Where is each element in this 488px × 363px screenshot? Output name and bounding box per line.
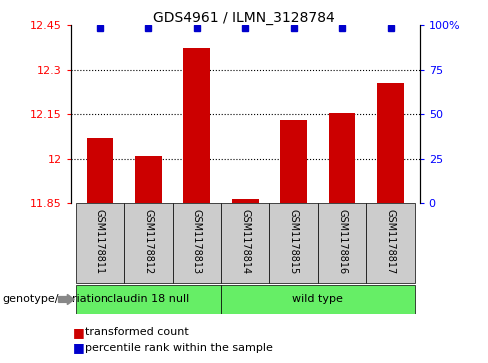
Bar xyxy=(366,203,415,283)
Text: GSM1178814: GSM1178814 xyxy=(240,209,250,274)
Bar xyxy=(76,203,124,283)
Text: wild type: wild type xyxy=(292,294,344,305)
Text: GSM1178813: GSM1178813 xyxy=(192,209,202,274)
Text: claudin 18 null: claudin 18 null xyxy=(107,294,189,305)
Bar xyxy=(377,83,404,203)
Text: GDS4961 / ILMN_3128784: GDS4961 / ILMN_3128784 xyxy=(153,11,335,25)
Bar xyxy=(221,285,415,314)
Bar xyxy=(124,203,173,283)
Bar xyxy=(135,156,162,203)
Text: GSM1178816: GSM1178816 xyxy=(337,209,347,274)
Text: GSM1178815: GSM1178815 xyxy=(289,209,299,274)
Bar xyxy=(318,203,366,283)
Text: transformed count: transformed count xyxy=(85,327,189,337)
Bar xyxy=(232,199,259,203)
Bar xyxy=(86,138,113,203)
Bar xyxy=(329,113,355,203)
Text: ■: ■ xyxy=(73,326,85,339)
Bar xyxy=(76,285,221,314)
Text: GSM1178811: GSM1178811 xyxy=(95,209,105,274)
Text: GSM1178817: GSM1178817 xyxy=(386,209,396,274)
Bar xyxy=(269,203,318,283)
Text: GSM1178812: GSM1178812 xyxy=(143,209,153,274)
Bar xyxy=(173,203,221,283)
Bar xyxy=(221,203,269,283)
Text: ■: ■ xyxy=(73,341,85,354)
Text: genotype/variation: genotype/variation xyxy=(2,294,108,305)
Bar xyxy=(183,48,210,203)
Text: percentile rank within the sample: percentile rank within the sample xyxy=(85,343,273,353)
Bar xyxy=(280,120,307,203)
